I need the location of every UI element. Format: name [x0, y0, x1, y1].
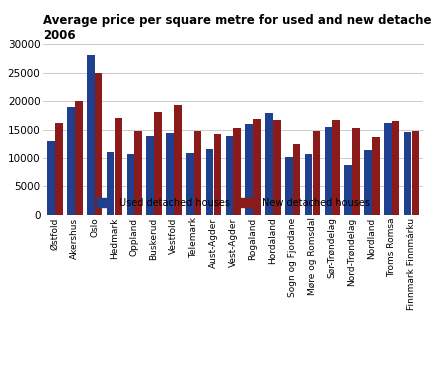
Bar [75, 101, 83, 215]
Bar [174, 105, 181, 215]
Bar [194, 131, 201, 215]
Bar [154, 112, 162, 215]
Bar [313, 131, 320, 215]
Bar [404, 132, 411, 215]
Bar [166, 133, 174, 215]
Legend: Used detached houses, New detached houses: Used detached houses, New detached house… [93, 194, 374, 211]
Bar [344, 165, 352, 215]
Bar [114, 118, 122, 215]
Bar [107, 152, 114, 215]
Text: Average price per square metre for used and new detached houses.
2006: Average price per square metre for used … [43, 14, 432, 42]
Bar [67, 107, 75, 215]
Bar [293, 144, 300, 215]
Bar [372, 137, 379, 215]
Bar [226, 136, 233, 215]
Bar [352, 128, 360, 215]
Bar [253, 119, 260, 215]
Bar [87, 55, 95, 215]
Bar [186, 153, 194, 215]
Bar [332, 120, 340, 215]
Bar [325, 127, 332, 215]
Bar [48, 141, 55, 215]
Bar [273, 120, 280, 215]
Bar [206, 149, 213, 215]
Bar [265, 113, 273, 215]
Bar [146, 136, 154, 215]
Bar [245, 124, 253, 215]
Bar [412, 131, 419, 215]
Bar [384, 123, 391, 215]
Bar [364, 150, 372, 215]
Bar [213, 134, 221, 215]
Bar [392, 121, 399, 215]
Bar [95, 73, 102, 215]
Bar [233, 128, 241, 215]
Bar [285, 157, 292, 215]
Bar [134, 131, 142, 215]
Bar [127, 154, 134, 215]
Bar [55, 123, 63, 215]
Bar [305, 154, 312, 215]
